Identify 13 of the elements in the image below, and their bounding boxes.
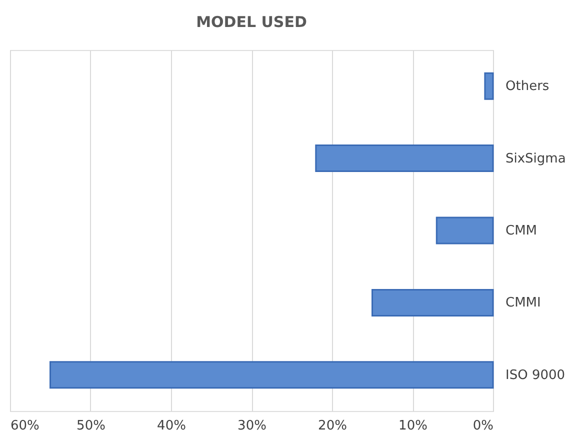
x-tick-label: 40% bbox=[157, 418, 186, 434]
x-tick-label: 60% bbox=[10, 418, 40, 434]
x-tick-label: 0% bbox=[472, 418, 494, 434]
x-tick-label: 20% bbox=[318, 418, 347, 434]
y-tick-label: CMMI bbox=[506, 296, 541, 311]
x-tick-label: 30% bbox=[238, 418, 266, 434]
x-tick-label: 50% bbox=[76, 418, 106, 434]
chart-title: MODEL USED bbox=[196, 13, 307, 31]
y-tick-label: ISO 9000 bbox=[506, 368, 566, 383]
y-tick-label: CMM bbox=[506, 224, 538, 238]
x-tick-label: 10% bbox=[398, 418, 428, 434]
y-tick-label: SixSigma bbox=[506, 151, 566, 166]
y-tick-label: Others bbox=[506, 79, 550, 94]
